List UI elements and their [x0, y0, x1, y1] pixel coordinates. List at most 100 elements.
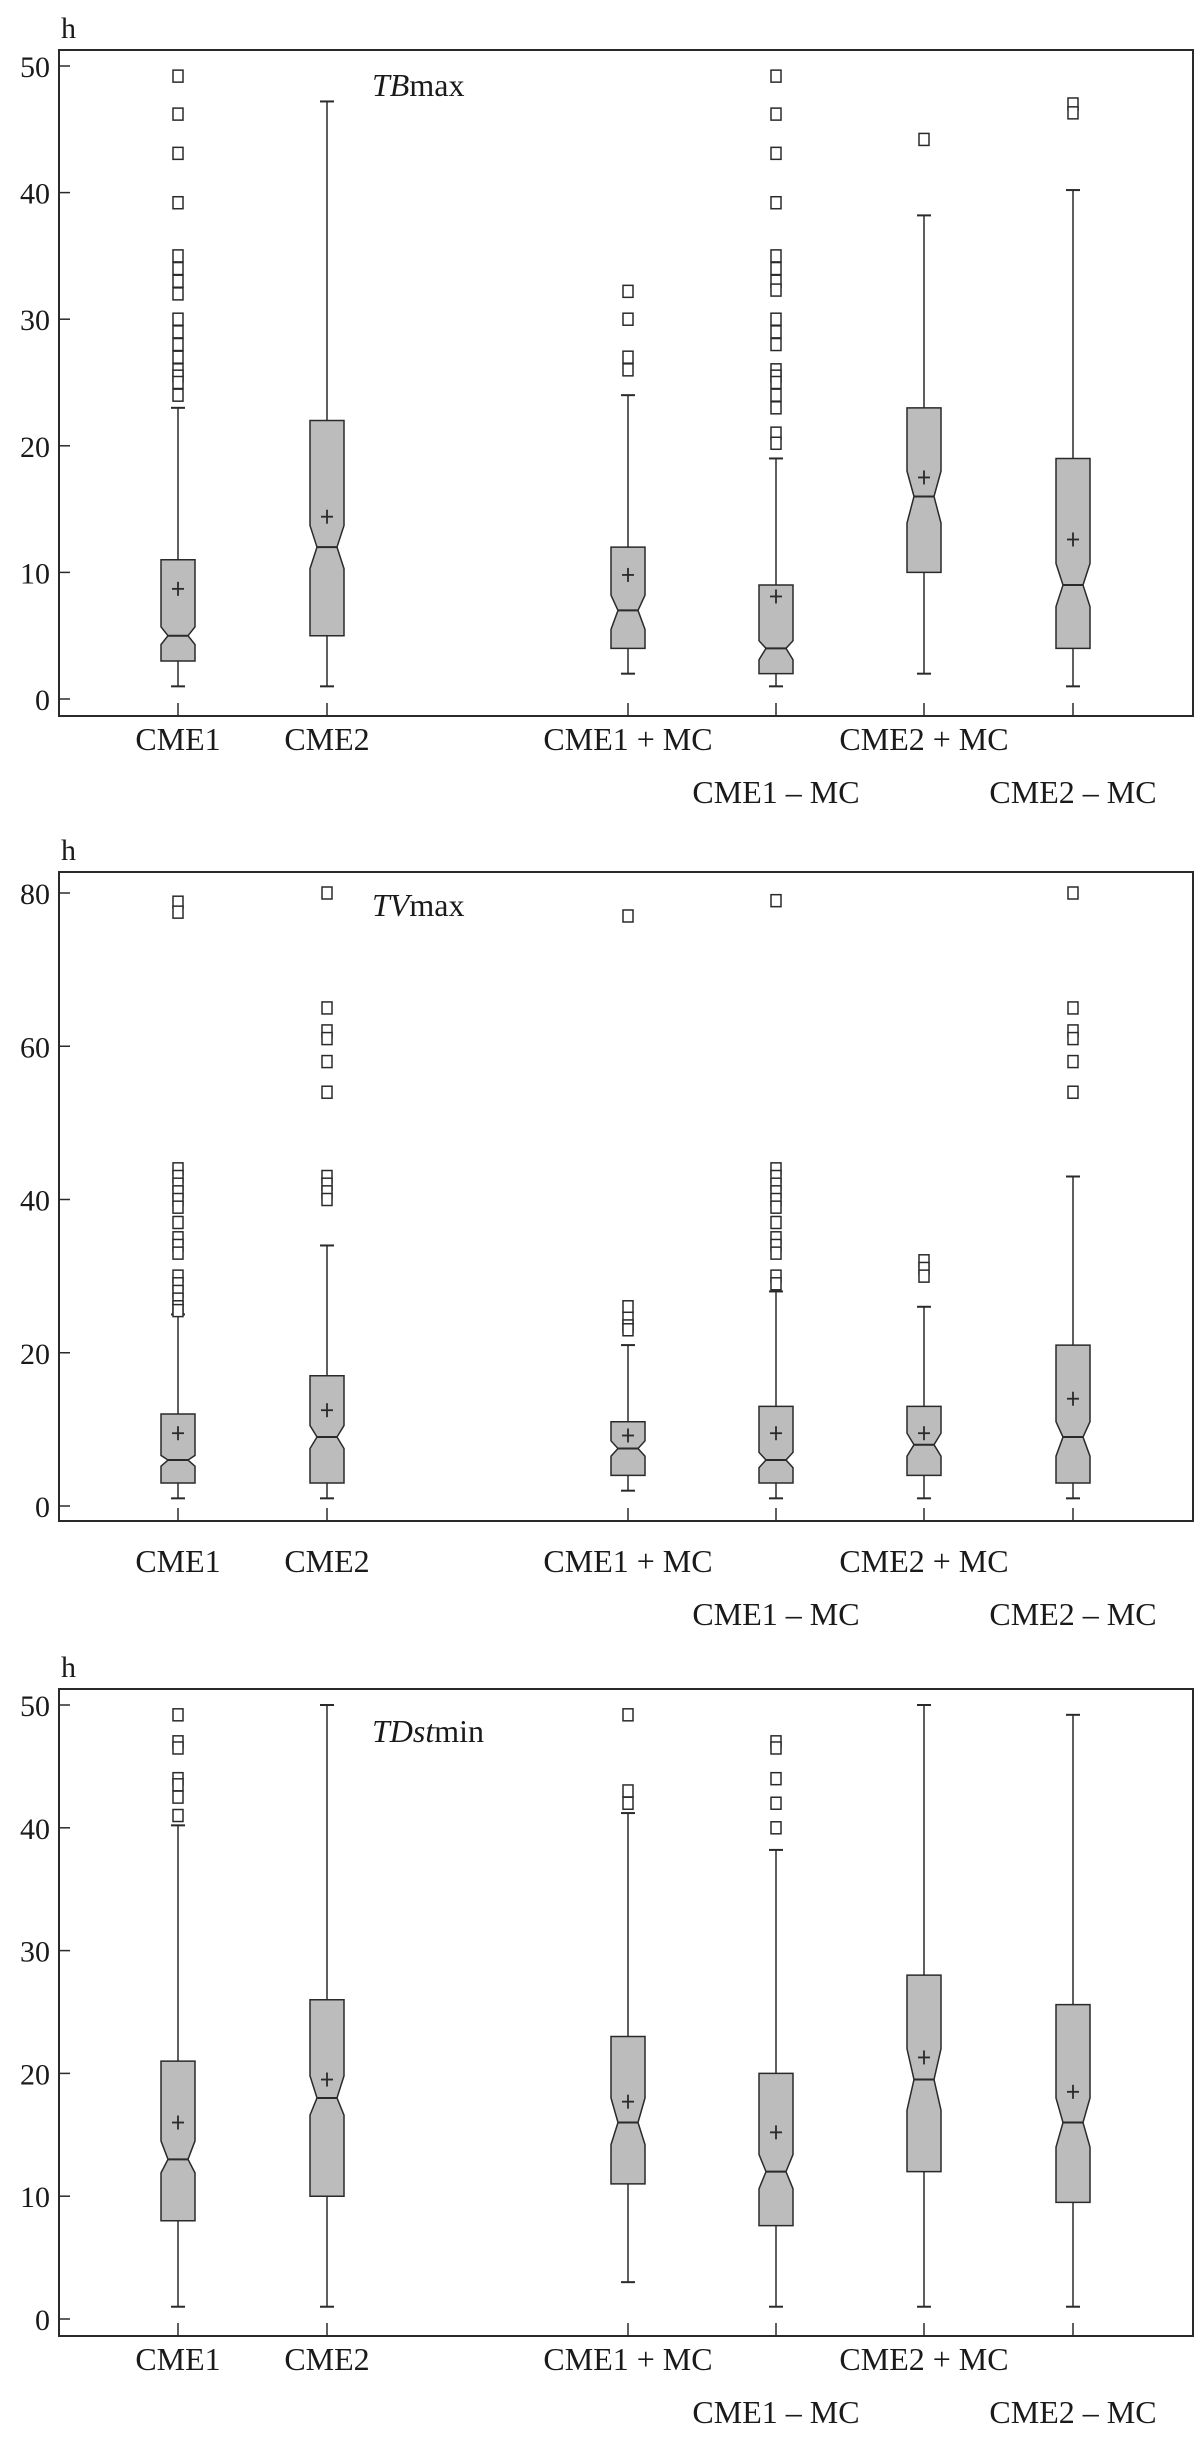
notched-box — [906, 407, 942, 574]
x-tick-label: CME2 – MC — [989, 1596, 1156, 1632]
outlier-point — [172, 1741, 184, 1755]
chart-title: TDstmin — [372, 1713, 484, 1749]
x-tick-label: CME2 – MC — [989, 774, 1156, 810]
outlier-point — [172, 1778, 184, 1792]
x-tick-label: CME1 — [135, 1543, 220, 1579]
y-tick-label: 20 — [20, 1338, 50, 1371]
outlier-point — [770, 312, 782, 326]
outlier-point — [770, 375, 782, 390]
outlier-point — [172, 1246, 184, 1260]
outlier-point — [172, 1303, 184, 1318]
y-axis-label: h — [61, 834, 76, 867]
y-tick-label: 40 — [20, 1185, 50, 1218]
chart-panel-2: h TVmax 0 20 40 60 80 CME1 CME2 CME1 + MC CME1 – M… — [20, 834, 1194, 1632]
box-6 — [1055, 97, 1091, 688]
box-5 — [906, 132, 942, 675]
outlier-point — [770, 401, 782, 415]
outlier-point — [1067, 886, 1079, 900]
outlier-point — [622, 1708, 634, 1722]
y-tick-label: 10 — [20, 2181, 50, 2214]
x-tick-label: CME1 + MC — [543, 1543, 712, 1579]
y-tick-label: 0 — [35, 2304, 50, 2337]
outlier-point — [622, 363, 634, 377]
outlier-point — [321, 886, 333, 900]
y-tick-label: 40 — [20, 178, 50, 211]
y-tick-label: 50 — [20, 1690, 50, 1723]
outlier-point — [321, 1085, 333, 1099]
outlier-point — [770, 283, 782, 297]
chart-title-part: TV — [372, 887, 413, 923]
x-tick-label: CME1 + MC — [543, 2341, 712, 2377]
box-4 — [758, 69, 794, 688]
outlier-point — [770, 1796, 782, 1810]
outlier-point — [770, 388, 782, 402]
outlier-point — [172, 1708, 184, 1722]
y-tick-label: 20 — [20, 2058, 50, 2091]
box-6 — [1055, 886, 1091, 1500]
outlier-point — [172, 905, 184, 919]
y-tick-label: 0 — [35, 684, 50, 717]
outlier-point — [1067, 106, 1079, 120]
box-2 — [309, 100, 345, 688]
chart-title-part: TDst — [372, 1713, 435, 1749]
notched-box — [1055, 457, 1091, 650]
outlier-point — [172, 249, 184, 263]
outlier-point — [321, 1192, 333, 1207]
outlier-point — [172, 1808, 184, 1823]
outlier-point — [172, 1790, 184, 1804]
y-tick-label: 50 — [20, 51, 50, 84]
x-tick-label: CME2 – MC — [989, 2394, 1156, 2430]
outlier-point — [770, 69, 782, 83]
outlier-point — [770, 146, 782, 161]
chart-panel-3: h TDstmin 0 10 20 30 40 50 CME1 CME2 CME1 + MC CME1… — [20, 1651, 1194, 2430]
y-axis-label: h — [61, 12, 76, 45]
box-2 — [309, 1704, 345, 2308]
y-tick-label: 20 — [20, 431, 50, 464]
notched-box — [610, 2035, 646, 2185]
plot-frame — [58, 1688, 1194, 2337]
x-tick-label: CME1 + MC — [543, 721, 712, 757]
y-axis-label: h — [61, 1651, 76, 1684]
outlier-point — [622, 1323, 634, 1337]
outlier-point — [172, 375, 184, 390]
outlier-point — [770, 1200, 782, 1214]
notched-box — [906, 1405, 942, 1477]
box-1 — [160, 1708, 196, 2308]
notched-box — [906, 1974, 942, 2173]
x-tick-label: CME2 — [284, 2341, 369, 2377]
outlier-point — [321, 1054, 333, 1069]
box-3 — [610, 284, 646, 675]
outlier-point — [172, 388, 184, 402]
plot-frame — [58, 49, 1194, 717]
box-4 — [758, 1735, 794, 2308]
x-tick-label: CME1 – MC — [692, 1596, 859, 1632]
y-tick-label: 30 — [20, 1936, 50, 1969]
plot-frame — [58, 871, 1194, 1522]
y-tick-label: 40 — [20, 1813, 50, 1846]
chart-title-part: min — [434, 1713, 484, 1749]
outlier-point — [918, 132, 930, 147]
x-tick-label: CME2 + MC — [839, 721, 1008, 757]
x-tick-label: CME2 — [284, 1543, 369, 1579]
outlier-point — [1067, 1031, 1079, 1046]
notched-box — [160, 2060, 196, 2222]
y-tick-label: 80 — [20, 878, 50, 911]
outlier-point — [770, 1741, 782, 1755]
outlier-point — [321, 1031, 333, 1046]
notched-box — [758, 2072, 794, 2227]
outlier-point — [172, 337, 184, 352]
notched-box — [309, 1374, 345, 1484]
outlier-point — [770, 337, 782, 352]
outlier-point — [770, 107, 782, 121]
outlier-point — [172, 107, 184, 121]
x-tick-label: CME1 – MC — [692, 774, 859, 810]
outlier-point — [172, 312, 184, 326]
outlier-point — [172, 325, 184, 339]
chart-title: TBmax — [372, 67, 464, 103]
outlier-point — [1067, 1001, 1079, 1015]
x-tick-label: CME1 — [135, 721, 220, 757]
x-tick-label: CME1 — [135, 2341, 220, 2377]
outlier-point — [172, 195, 184, 210]
notched-box — [1055, 2003, 1091, 2204]
